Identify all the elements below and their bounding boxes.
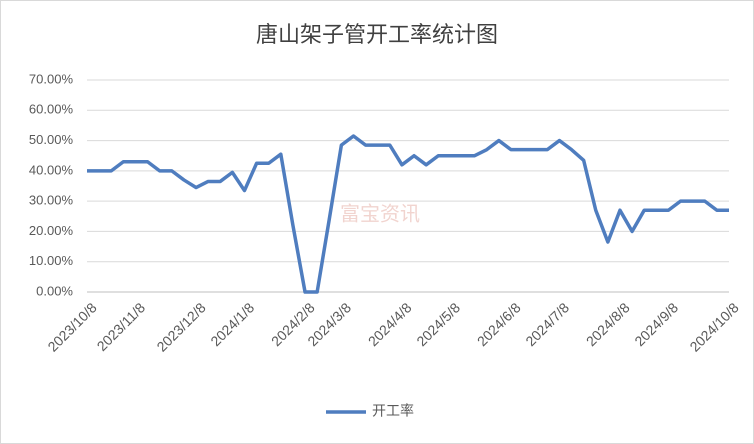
chart-title: 唐山架子管开工率统计图 [256, 22, 498, 47]
watermark: 富宝资讯 [340, 202, 420, 225]
y-tick-label: 40.00% [29, 162, 74, 177]
y-tick-label: 60.00% [29, 102, 74, 117]
y-tick-label: 70.00% [29, 71, 74, 86]
data-line [87, 134, 729, 294]
y-tick-label: 20.00% [29, 223, 74, 238]
y-tick-label: 50.00% [29, 132, 74, 147]
y-tick-label: 0.00% [36, 283, 73, 298]
y-tick-label: 30.00% [29, 193, 74, 208]
y-tick-label: 10.00% [29, 253, 74, 268]
legend-label: 开工率 [372, 403, 414, 419]
